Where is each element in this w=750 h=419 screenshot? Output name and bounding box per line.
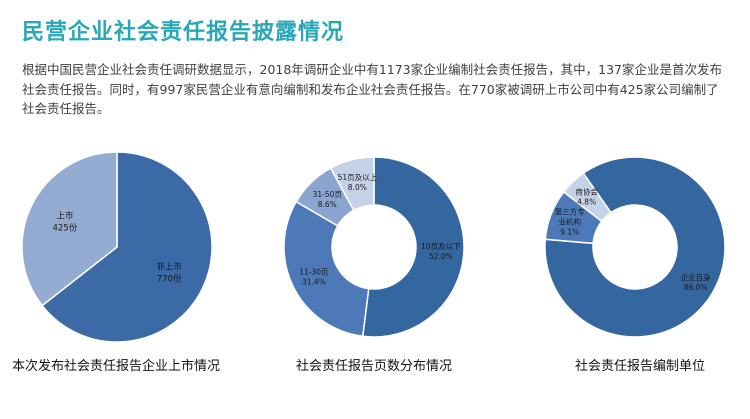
slice-value-label: 8.6% — [318, 200, 337, 209]
slice-category-label: 31-50页 — [313, 190, 343, 199]
slice-value-label: 9.1% — [560, 228, 579, 237]
intro-paragraph: 根据中国民营企业社会责任调研数据显示，2018年调研企业中有1173家企业编制社… — [22, 62, 722, 116]
slice-category-label: 第三方专 — [555, 207, 585, 217]
slice-category-label: 10页及以下 — [421, 242, 461, 251]
slice-value-label: 770份 — [157, 273, 182, 284]
slice-category-label: 上市 — [56, 211, 74, 222]
pie-slice — [361, 156, 465, 338]
pie-slice — [562, 172, 612, 223]
slice-value-label: 425份 — [52, 223, 77, 234]
pie-slice — [283, 200, 370, 338]
pie-slice — [544, 156, 726, 338]
pie-slice — [21, 151, 118, 307]
pie-slice — [41, 151, 213, 343]
slice-category-label: 业机构 — [559, 217, 582, 227]
compiler-chart-title: 社会责任报告编制单位 — [574, 359, 705, 374]
listing-status-chart-title: 本次发布社会责任报告企业上市情况 — [12, 359, 221, 374]
page-count-chart-title: 社会责任报告页数分布情况 — [295, 359, 452, 374]
pie-slice — [329, 156, 375, 212]
slice-category-label: 非上市 — [156, 261, 182, 272]
page-title: 民营企业社会责任报告披露情况 — [22, 20, 345, 45]
slice-value-label: 86.0% — [684, 283, 708, 292]
slice-category-label: 11-30页 — [299, 268, 329, 277]
slice-value-label: 52.0% — [429, 252, 453, 261]
slice-value-label: 8.0% — [348, 183, 367, 192]
slice-value-label: 4.8% — [577, 197, 596, 206]
slice-category-label: 51页及以上 — [338, 173, 378, 182]
slice-value-label: 31.4% — [302, 278, 326, 287]
slice-category-label: 商协会 — [575, 186, 598, 196]
slice-category-label: 企业自身 — [681, 272, 711, 282]
